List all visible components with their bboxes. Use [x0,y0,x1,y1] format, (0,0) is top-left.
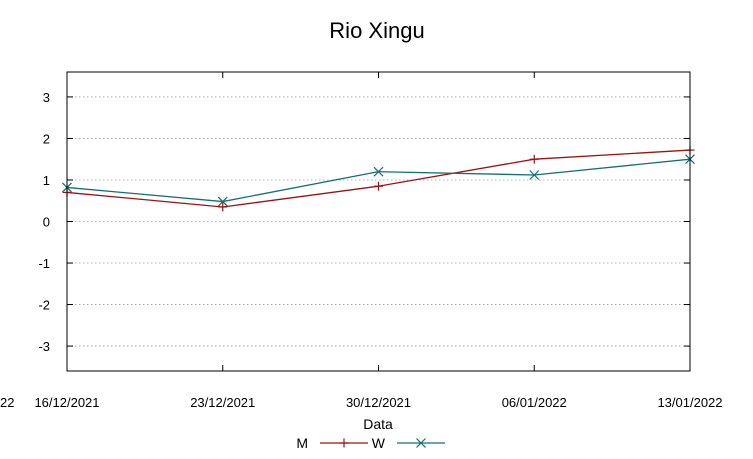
legend-label-W: W [372,435,386,451]
x-tick-label: 13/01/2022 [657,395,722,410]
y-tick-label: 0 [43,215,50,230]
x-tick-label: 30/12/2021 [346,395,411,410]
y-tick-label: 1 [43,173,50,188]
data-point-W [217,196,228,207]
data-point-W [373,166,384,177]
legend-label-M: M [296,435,308,451]
x-tick-label: 16/12/2021 [34,395,99,410]
x-axis-label: Data [363,416,393,432]
y-tick-label: -3 [38,339,50,354]
y-tick-label: -1 [38,256,50,271]
axis-ticks: 3 2 1 0 -1 -2 -3 16/12/2021 23/12/2021 30/12/2021… [34,72,723,410]
x-tick-label-clipped: 22 [0,395,14,410]
y-tick-label: 3 [43,90,50,105]
y-tick-label: -2 [38,298,50,313]
y-tick-label: 2 [43,131,50,146]
legend-marker-W [416,438,426,448]
data-point-W [529,170,540,180]
x-tick-label: 06/01/2022 [502,395,567,410]
x-tick-label: 23/12/2021 [190,395,255,410]
chart-title: Rio Xingu [329,18,424,43]
